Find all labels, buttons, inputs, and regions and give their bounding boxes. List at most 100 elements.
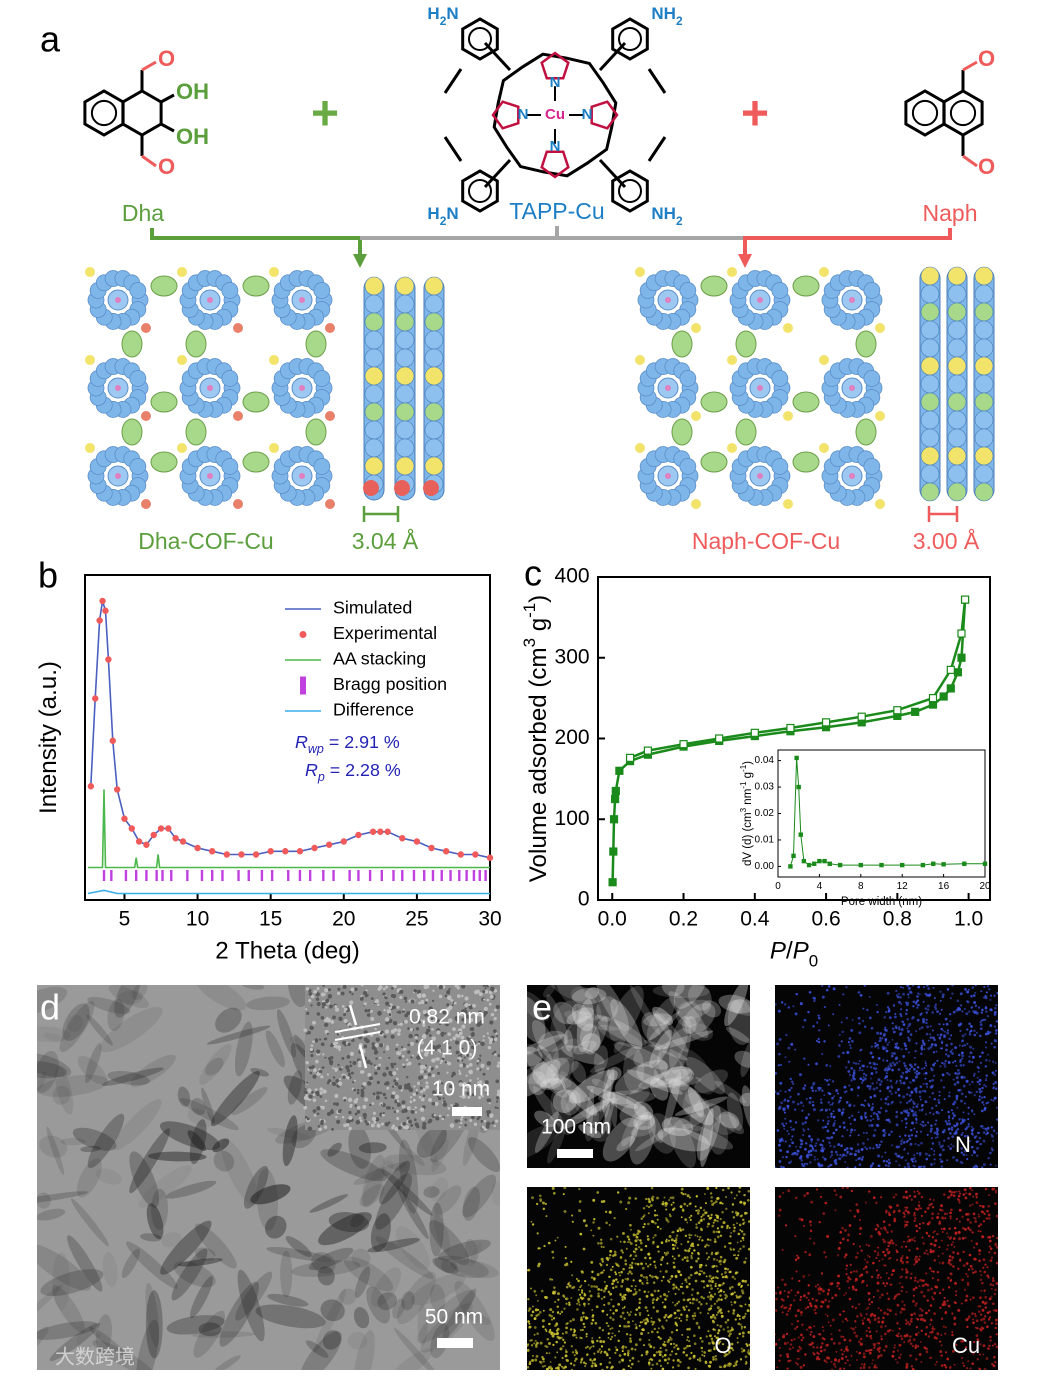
element-dot bbox=[648, 1358, 651, 1361]
data-point bbox=[179, 838, 187, 845]
scale-bar bbox=[437, 1338, 473, 1348]
element-dot bbox=[968, 1083, 971, 1086]
element-dot bbox=[824, 1125, 827, 1129]
lattice-dot bbox=[319, 1095, 323, 1099]
element-dot bbox=[903, 1165, 907, 1168]
element-dot bbox=[949, 1147, 953, 1150]
element-dot bbox=[900, 1008, 903, 1011]
element-dot bbox=[601, 1309, 605, 1313]
lattice-dot bbox=[363, 1002, 367, 1006]
lattice-dot bbox=[373, 1050, 378, 1055]
element-dot bbox=[963, 1118, 966, 1122]
element-dot bbox=[715, 1313, 718, 1316]
data-point bbox=[822, 858, 827, 864]
element-dot bbox=[959, 1160, 963, 1164]
element-dot bbox=[624, 1187, 627, 1190]
lattice-dot bbox=[496, 1034, 499, 1037]
stem-feature bbox=[539, 1038, 579, 1076]
element-dot bbox=[978, 1087, 982, 1091]
element-dot bbox=[913, 1165, 916, 1168]
stem-feature bbox=[550, 1046, 574, 1084]
element-dot bbox=[972, 1127, 975, 1130]
lattice-dot bbox=[390, 1094, 395, 1099]
element-dot bbox=[912, 1102, 916, 1105]
element-dot bbox=[887, 1118, 891, 1122]
lattice-dot bbox=[410, 1109, 415, 1115]
element-dot bbox=[915, 1000, 918, 1003]
stem-feature bbox=[553, 1001, 576, 1025]
element-dot bbox=[913, 1236, 916, 1239]
lattice-dot bbox=[387, 1121, 391, 1125]
element-dot bbox=[886, 991, 890, 995]
element-dot bbox=[827, 1083, 830, 1086]
element-dot bbox=[912, 1300, 915, 1303]
element-dot bbox=[944, 1017, 948, 1021]
element-dot bbox=[777, 1009, 781, 1013]
element-dot bbox=[618, 1360, 621, 1364]
element-dot bbox=[805, 1116, 808, 1119]
element-dot bbox=[954, 1046, 958, 1050]
element-dot bbox=[856, 1086, 860, 1090]
element-dot bbox=[924, 1152, 928, 1156]
element-dot bbox=[923, 1042, 926, 1046]
lattice-dot bbox=[420, 1019, 423, 1022]
element-dot bbox=[675, 1237, 678, 1240]
atom bbox=[679, 458, 697, 475]
element-dot bbox=[906, 1093, 909, 1096]
element-dot bbox=[573, 1354, 576, 1357]
element-dot bbox=[649, 1263, 652, 1266]
element-dot bbox=[659, 1350, 663, 1354]
element-dot bbox=[918, 1152, 922, 1155]
element-dot bbox=[624, 1278, 627, 1280]
element-dot bbox=[711, 1265, 715, 1269]
lattice-dot bbox=[446, 1003, 450, 1007]
element-dot bbox=[957, 1194, 961, 1198]
element-dot bbox=[905, 1076, 909, 1080]
element-dot bbox=[927, 1047, 931, 1050]
tem-label: (4 1 0) bbox=[417, 1037, 478, 1060]
element-dot bbox=[890, 1084, 893, 1088]
lattice-dot bbox=[414, 1111, 418, 1114]
element-dot bbox=[904, 1159, 907, 1162]
element-dot bbox=[788, 1060, 791, 1063]
element-dot bbox=[687, 1309, 691, 1312]
element-dot bbox=[860, 1158, 864, 1161]
lattice-dot bbox=[415, 1091, 419, 1095]
element-dot bbox=[711, 1313, 715, 1317]
element-dot bbox=[978, 1136, 982, 1140]
tem-flake bbox=[353, 1306, 370, 1329]
lattice-dot bbox=[486, 998, 490, 1002]
element-dot bbox=[959, 1064, 963, 1067]
element-dot bbox=[562, 1338, 565, 1341]
element-dot bbox=[904, 1190, 908, 1194]
stem-feature bbox=[626, 1069, 683, 1095]
lattice-dot bbox=[346, 1119, 351, 1124]
element-dot bbox=[619, 1256, 623, 1259]
element-dot bbox=[646, 1309, 649, 1312]
atom bbox=[395, 366, 415, 386]
element-dot bbox=[861, 1069, 864, 1072]
element-dot bbox=[866, 1119, 869, 1122]
element-dot bbox=[596, 1191, 600, 1194]
atom bbox=[727, 443, 737, 453]
tem-flake bbox=[431, 1138, 449, 1172]
lattice-dot bbox=[385, 1046, 390, 1051]
lattice-dot bbox=[451, 1071, 456, 1076]
element-dot bbox=[796, 1291, 800, 1294]
element-dot bbox=[615, 1278, 618, 1281]
element-dot bbox=[920, 1214, 923, 1218]
lattice-dot bbox=[476, 1059, 480, 1063]
lattice-dot bbox=[322, 1053, 325, 1056]
element-dot bbox=[569, 1362, 573, 1365]
element-dot bbox=[938, 1261, 941, 1264]
element-dot bbox=[885, 1160, 889, 1163]
lattice-dot bbox=[361, 1070, 365, 1074]
element-dot bbox=[579, 1336, 582, 1339]
atom bbox=[424, 330, 444, 350]
element-dot bbox=[669, 1196, 673, 1200]
lattice-dot bbox=[460, 1035, 465, 1040]
lattice-dot bbox=[401, 1104, 406, 1109]
element-dot bbox=[868, 1016, 872, 1020]
element-dot bbox=[657, 1297, 660, 1300]
element-dot bbox=[575, 1278, 578, 1280]
